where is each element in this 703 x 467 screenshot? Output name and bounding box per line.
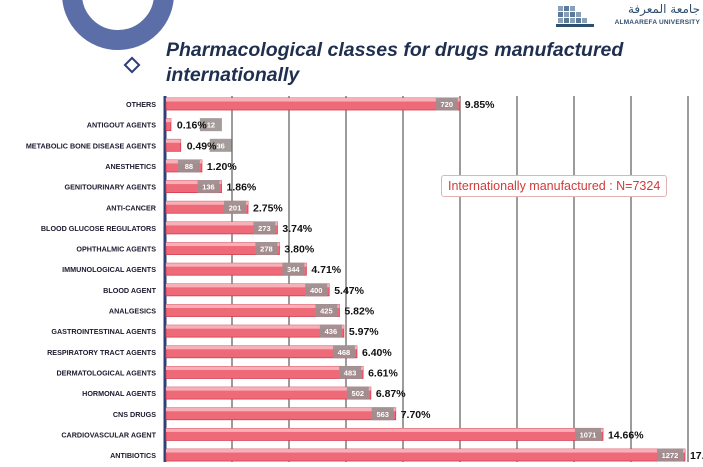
value-label: 1071 <box>580 430 597 439</box>
value-label: 36 <box>217 141 225 150</box>
percent-label: 5.97% <box>349 326 379 338</box>
bar-highlight <box>166 283 330 288</box>
logo-arabic-name: جامعة المعرفة <box>627 2 700 16</box>
category-label: ANTIGOUT AGENTS <box>87 121 156 130</box>
value-label-box <box>332 345 355 359</box>
value-label: 468 <box>338 348 351 357</box>
category-label: IMMUNOLOGICAL AGENTS <box>62 265 156 274</box>
value-label: 425 <box>320 307 333 316</box>
value-label: 400 <box>310 286 323 295</box>
value-label-box <box>574 427 601 441</box>
bar-highlight <box>166 407 396 412</box>
bar-highlight <box>166 304 340 308</box>
value-label: 436 <box>325 327 338 336</box>
value-label: 1272 <box>662 451 679 460</box>
value-label-box <box>319 324 342 338</box>
percent-label: 2.75% <box>253 202 283 214</box>
value-label-box <box>305 283 328 297</box>
value-label-box <box>255 242 278 256</box>
category-label: CARDIOVASCULAR AGENT <box>61 430 156 439</box>
value-label-box <box>199 118 222 132</box>
category-label: BLOOD GLUCOSE REGULATORS <box>41 224 156 233</box>
category-label: RESPIRATORY TRACT AGENTS <box>47 348 156 357</box>
percent-label: 14.66% <box>608 429 644 441</box>
university-logo: جامعة المعرفة ALMAAREFA UNIVERSITY <box>556 2 702 32</box>
value-label: 502 <box>352 389 365 398</box>
value-label: 273 <box>258 224 271 233</box>
logo-mark-icon <box>556 6 594 27</box>
percent-label: 4.71% <box>311 264 341 276</box>
category-label: ANTI-CANCER <box>106 203 157 212</box>
value-label-box <box>197 180 220 194</box>
bar-highlight <box>166 180 222 185</box>
value-label: 344 <box>287 265 300 274</box>
percent-label: 6.87% <box>376 388 406 400</box>
percent-label: 0.49% <box>187 140 217 152</box>
percent-label: 1.20% <box>207 161 237 173</box>
value-label: 483 <box>344 368 357 377</box>
percent-label: 5.82% <box>344 306 374 318</box>
percent-label: 6.61% <box>368 367 398 379</box>
value-label-box <box>282 262 305 276</box>
category-label: BLOOD AGENT <box>103 286 156 295</box>
bar-highlight <box>166 98 460 102</box>
category-label: GENITOURINARY AGENTS <box>65 183 157 192</box>
category-label: OPHTHALMIC AGENTS <box>76 245 156 254</box>
value-label: 278 <box>260 245 273 254</box>
bar-highlight <box>166 139 181 143</box>
bar-highlight <box>166 201 249 205</box>
category-label: CNS DRUGS <box>113 410 156 419</box>
value-label-box <box>339 365 362 379</box>
value-label-box <box>656 448 683 462</box>
value-label-box <box>224 200 247 214</box>
percent-label: 7.70% <box>401 409 431 421</box>
percent-label: 3.74% <box>282 223 312 235</box>
value-label: 12 <box>207 121 215 130</box>
value-label-box <box>253 221 276 235</box>
value-label: 563 <box>376 410 389 419</box>
logo-english-name: ALMAAREFA UNIVERSITY <box>614 19 700 26</box>
value-label-box <box>315 304 338 317</box>
bar-highlight <box>166 449 685 453</box>
category-label: GASTROINTESTINAL AGENTS <box>51 327 156 336</box>
bar-highlight <box>166 263 307 267</box>
chart-title: Pharmacological classes for drugs manufa… <box>166 39 624 86</box>
category-label: METABOLIC BONE DISEASE AGENTS <box>26 141 156 150</box>
percent-label: 6.40% <box>362 347 392 359</box>
bar-highlight <box>166 366 364 370</box>
bar-highlight <box>166 325 344 329</box>
value-label: 88 <box>185 162 193 171</box>
value-label-box <box>435 97 458 111</box>
value-label-box <box>371 407 394 421</box>
category-label: DERMATOLOGICAL AGENTS <box>56 368 156 377</box>
value-label-box <box>346 386 369 400</box>
bar-highlight <box>166 345 357 350</box>
bar-highlight <box>166 242 280 247</box>
value-label-box <box>177 159 200 173</box>
sample-size-note: Internationally manufactured : N=7324 <box>441 175 668 197</box>
percent-label: 9.85% <box>465 99 495 111</box>
percent-label: 1.86% <box>226 182 256 194</box>
value-label: 720 <box>441 100 454 109</box>
percent-label: 5.47% <box>334 285 364 297</box>
value-label: 136 <box>202 183 215 192</box>
percent-label: 3.80% <box>284 244 314 256</box>
bar-highlight <box>166 221 278 226</box>
category-label: OTHERS <box>126 100 156 109</box>
bar-highlight <box>166 428 603 432</box>
percent-label: 0.16% <box>177 120 207 132</box>
percent-label: 17.41% <box>690 450 703 462</box>
bar-highlight <box>166 387 371 391</box>
bar-highlight <box>166 118 171 123</box>
category-label: ANESTHETICS <box>105 162 156 171</box>
category-label: HORMONAL AGENTS <box>82 389 156 398</box>
category-label: ANALGESICS <box>109 307 156 316</box>
category-label: ANTIBIOTICS <box>110 451 156 460</box>
value-label-box <box>209 138 232 152</box>
value-label: 201 <box>229 203 242 212</box>
